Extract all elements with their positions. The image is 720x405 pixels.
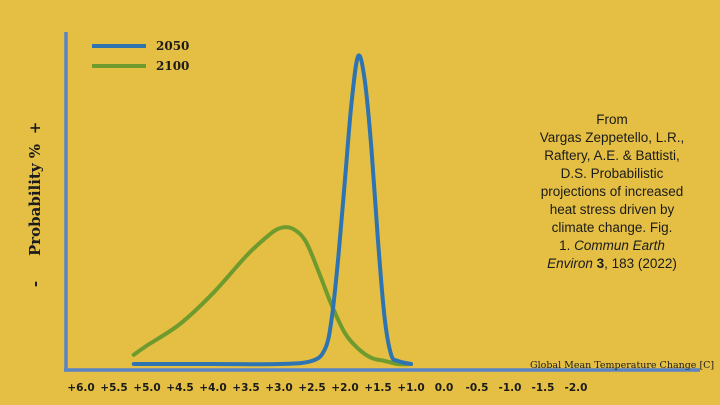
- x-tick-label: +4.5: [166, 382, 193, 394]
- x-tick-label: +4.0: [199, 382, 226, 394]
- x-tick-label: -0.5: [466, 382, 489, 394]
- y-axis-minus-sign: -: [26, 281, 44, 287]
- x-tick-label: +3.0: [265, 382, 292, 394]
- citation-line: Vargas Zeppetello, L.R.,: [539, 130, 685, 145]
- citation-journal: Commun Earth: [574, 238, 665, 253]
- legend-label-2100: 2100: [156, 59, 189, 73]
- x-tick-label: 0.0: [435, 382, 454, 394]
- citation-line: 1. Commun Earth: [528, 237, 696, 255]
- citation-journal: Environ: [547, 256, 593, 271]
- y-axis-minus-group: -: [26, 281, 44, 287]
- y-axis-plus-sign: +: [26, 122, 44, 135]
- citation-line: D.S. Probabilistic: [560, 166, 664, 181]
- x-tick-label: -1.0: [499, 382, 522, 394]
- citation-pages: , 183 (2022): [604, 256, 677, 271]
- legend-label-2050: 2050: [156, 39, 189, 53]
- citation-text: From Vargas Zeppetello, L.R., Raftery, A…: [528, 111, 696, 273]
- axes: [64, 32, 700, 372]
- citation-figure-number: 1.: [559, 238, 571, 253]
- x-tick-label: +3.5: [232, 382, 259, 394]
- series-lines: [131, 53, 413, 367]
- x-axis-label: Global Mean Temperature Change [C]: [530, 360, 714, 371]
- citation-volume: 3: [596, 256, 605, 271]
- x-tick-label: -2.0: [565, 382, 588, 394]
- x-tick-label: -1.5: [532, 382, 555, 394]
- citation-line: heat stress driven by: [549, 202, 675, 217]
- y-axis-plus-group: +: [26, 122, 44, 135]
- x-tick-label: +2.0: [331, 382, 358, 394]
- citation-line: projections of increased: [540, 184, 684, 199]
- citation-line: Raftery, A.E. & Battisti,: [544, 148, 680, 163]
- citation-line: From: [596, 112, 628, 127]
- y-axis-label: Probability %: [26, 144, 44, 256]
- x-tick-label: +5.5: [100, 382, 127, 394]
- citation-line: Environ 3, 183 (2022): [528, 255, 696, 273]
- x-tick-label: +6.0: [67, 382, 94, 394]
- citation-line: climate change. Fig.: [551, 220, 673, 235]
- x-tick-label: +5.0: [133, 382, 160, 394]
- series-line-2100: [131, 225, 413, 367]
- x-tick-label: +2.5: [298, 382, 325, 394]
- x-tick-labels: +6.0 +5.5 +5.0 +4.5 +4.0 +3.5 +3.0 +2.5 +2.0 +1.5…: [67, 382, 587, 394]
- x-tick-label: +1.5: [364, 382, 391, 394]
- x-tick-label: +1.0: [397, 382, 424, 394]
- legend: 2050 2100: [92, 39, 189, 73]
- series-line-2050: [131, 53, 413, 367]
- y-axis-label-group: Probability %: [26, 144, 44, 256]
